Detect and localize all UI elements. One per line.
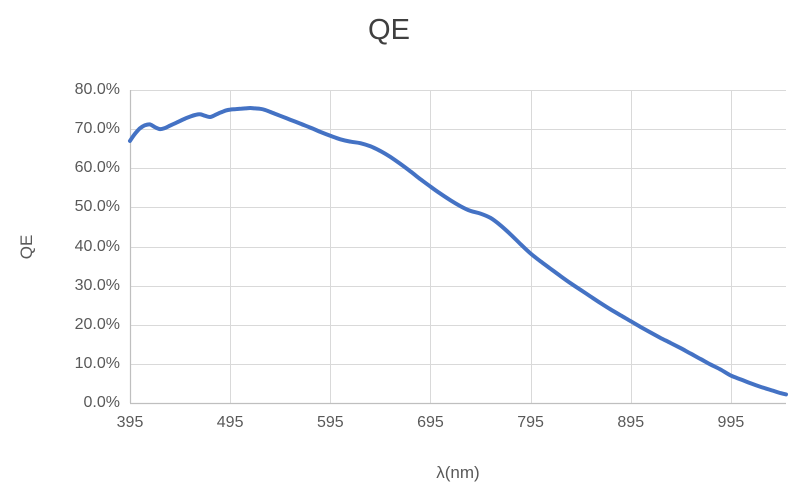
x-tick-label: 395 xyxy=(116,414,144,431)
axis-lines xyxy=(129,90,786,405)
x-tick-label: 995 xyxy=(717,414,745,431)
chart-title: QE xyxy=(368,14,410,46)
y-tick-label: 60.0% xyxy=(74,159,120,177)
x-axis-title: λ(nm) xyxy=(436,463,480,482)
x-tick-label: 895 xyxy=(617,414,645,431)
y-tick-label: 40.0% xyxy=(74,237,120,255)
y-tick-label: 20.0% xyxy=(74,315,120,333)
y-tick-label: 30.0% xyxy=(74,276,120,294)
x-tick-label: 695 xyxy=(417,414,444,431)
qe-series-line xyxy=(128,106,788,397)
y-tick-label: 80.0% xyxy=(74,81,120,98)
x-tick-label: 595 xyxy=(316,414,344,431)
y-tick-label: 70.0% xyxy=(74,120,120,138)
y-tick-label: 0.0% xyxy=(83,394,120,411)
x-tick-label: 795 xyxy=(517,414,544,431)
y-tick-label: 10.0% xyxy=(74,354,120,372)
y-axis-title: QE xyxy=(17,234,36,260)
y-tick-label: 50.0% xyxy=(74,198,120,216)
x-tick-label: 495 xyxy=(216,414,244,431)
gridlines xyxy=(130,90,786,403)
qe-curve xyxy=(128,106,788,397)
